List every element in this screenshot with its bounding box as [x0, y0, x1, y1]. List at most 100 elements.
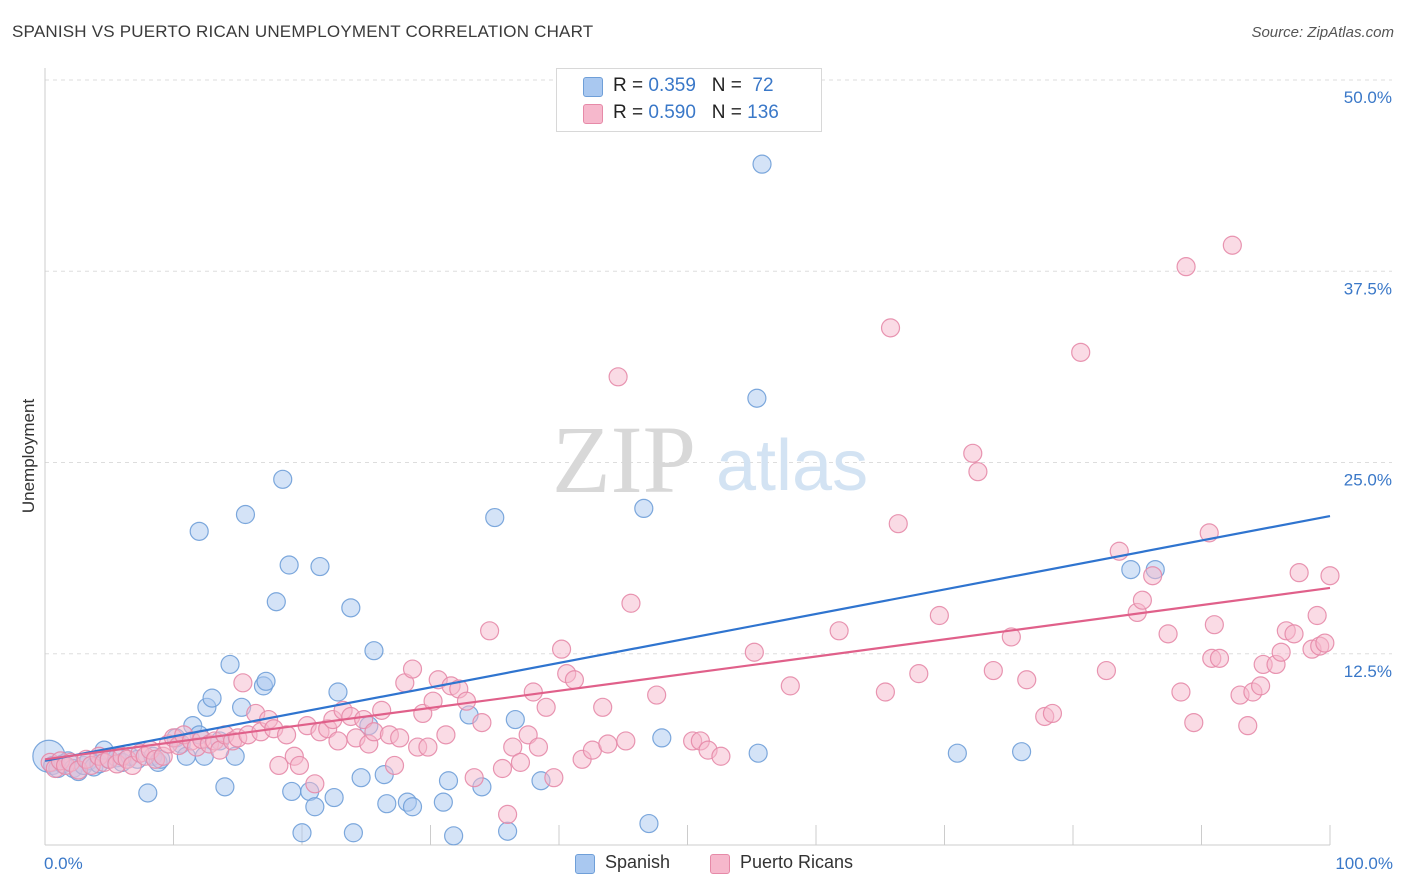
point-puerto-ricans-100: [875, 682, 895, 702]
x-tick-label-1: 100.0%: [1335, 854, 1393, 873]
point-spanish-29: [202, 688, 222, 708]
y-tick-label-1: 25.0%: [1344, 471, 1392, 490]
point-spanish-72: [747, 388, 767, 408]
point-spanish-50: [351, 768, 371, 788]
point-puerto-ricans-78: [523, 682, 543, 702]
point-puerto-ricans-140: [1315, 633, 1335, 653]
point-spanish-27: [189, 521, 209, 541]
point-puerto-ricans-126: [1222, 235, 1242, 255]
point-puerto-ricans-42: [289, 755, 310, 776]
r-value-spanish: 0.359: [648, 75, 696, 96]
legend-label-puerto-ricans: Puerto Ricans: [740, 852, 854, 872]
point-puerto-ricans-135: [1284, 624, 1304, 644]
point-puerto-ricans-39: [269, 755, 289, 776]
point-puerto-ricans-76: [510, 752, 531, 772]
point-spanish-41: [282, 781, 302, 802]
point-puerto-ricans-106: [968, 462, 988, 482]
point-puerto-ricans-71: [472, 712, 492, 733]
watermark-atlas: atlas: [716, 426, 868, 506]
y-tick-label-2: 37.5%: [1344, 279, 1392, 298]
point-puerto-ricans-82: [551, 639, 572, 659]
point-spanish-64: [505, 709, 525, 730]
point-spanish-58: [438, 771, 459, 791]
point-spanish-56: [402, 797, 423, 817]
point-puerto-ricans-133: [1271, 642, 1291, 662]
point-puerto-ricans-125: [1209, 648, 1230, 668]
point-puerto-ricans-107: [983, 660, 1003, 681]
point-spanish-57: [433, 792, 453, 812]
point-puerto-ricans-96: [711, 746, 731, 766]
trend-line-spanish: [44, 514, 1331, 762]
point-puerto-ricans-103: [909, 664, 929, 684]
point-puerto-ricans-112: [1071, 342, 1091, 362]
point-puerto-ricans-87: [593, 697, 613, 717]
point-spanish-68: [652, 728, 672, 748]
y-tick-label-3: 50.0%: [1344, 88, 1392, 107]
r-label: R =: [613, 75, 649, 96]
point-puerto-ricans-90: [616, 731, 636, 751]
trend-lines: [44, 514, 1331, 762]
point-spanish-44: [305, 797, 325, 817]
point-spanish-46: [324, 787, 344, 808]
point-puerto-ricans-102: [888, 514, 908, 534]
scatter-points: [32, 70, 1340, 846]
point-puerto-ricans-121: [1184, 712, 1204, 733]
point-spanish-54: [377, 794, 397, 814]
point-spanish-37: [256, 671, 276, 691]
r-value-puerto-ricans: 0.590: [648, 102, 696, 123]
r-label: R =: [613, 102, 649, 123]
point-spanish-66: [634, 498, 654, 518]
point-spanish-67: [639, 813, 659, 834]
point-puerto-ricans-44: [305, 774, 325, 794]
point-puerto-ricans-128: [1238, 716, 1258, 736]
point-puerto-ricans-108: [1001, 627, 1021, 647]
point-spanish-17: [138, 783, 158, 803]
legend-label-spanish: Spanish: [605, 852, 671, 872]
point-spanish-32: [220, 654, 240, 675]
point-spanish-40: [279, 555, 299, 575]
point-puerto-ricans-58: [390, 728, 410, 748]
point-puerto-ricans-117: [1143, 566, 1163, 586]
point-puerto-ricans-40: [276, 725, 297, 745]
point-puerto-ricans-84: [564, 670, 585, 690]
point-spanish-70: [748, 743, 768, 763]
point-puerto-ricans-64: [423, 691, 443, 711]
point-puerto-ricans-138: [1307, 605, 1327, 626]
point-puerto-ricans-109: [1017, 670, 1037, 690]
point-puerto-ricans-97: [744, 642, 764, 662]
point-spanish-38: [266, 592, 286, 612]
legend-swatch-puerto-ricans: [583, 104, 603, 124]
point-puerto-ricans-33: [233, 673, 253, 693]
point-puerto-ricans-124: [1204, 615, 1224, 635]
point-spanish-49: [343, 823, 363, 843]
point-puerto-ricans-89: [608, 367, 628, 387]
point-puerto-ricans-120: [1176, 257, 1196, 277]
point-puerto-ricans-98: [780, 676, 800, 696]
point-spanish-45: [310, 556, 330, 577]
point-spanish-75: [1121, 559, 1141, 580]
point-spanish-42: [292, 823, 312, 843]
point-spanish-31: [215, 777, 235, 797]
point-puerto-ricans-73: [492, 758, 513, 779]
point-puerto-ricans-77: [518, 725, 538, 745]
point-puerto-ricans-91: [621, 593, 641, 613]
point-spanish-48: [341, 598, 361, 618]
watermark-zip: ZIP: [552, 406, 696, 513]
trend-line-puerto-ricans: [44, 586, 1331, 761]
point-puerto-ricans-118: [1158, 624, 1178, 644]
point-puerto-ricans-113: [1096, 660, 1117, 681]
y-axis-label: Unemployment: [19, 399, 38, 514]
x-tick-label-0: 0.0%: [44, 854, 83, 873]
point-puerto-ricans-72: [480, 621, 500, 641]
point-puerto-ricans-79: [528, 737, 549, 757]
point-spanish-62: [485, 507, 505, 528]
chart-title: SPANISH VS PUERTO RICAN UNEMPLOYMENT COR…: [12, 22, 594, 41]
n-label: N =: [711, 102, 748, 123]
watermark: ZIP atlas: [552, 406, 868, 513]
point-spanish-35: [235, 504, 256, 525]
legend-swatch-puerto-ricans: [710, 854, 730, 874]
point-spanish-52: [364, 641, 384, 661]
point-puerto-ricans-92: [647, 685, 667, 705]
point-puerto-ricans-88: [598, 734, 618, 754]
